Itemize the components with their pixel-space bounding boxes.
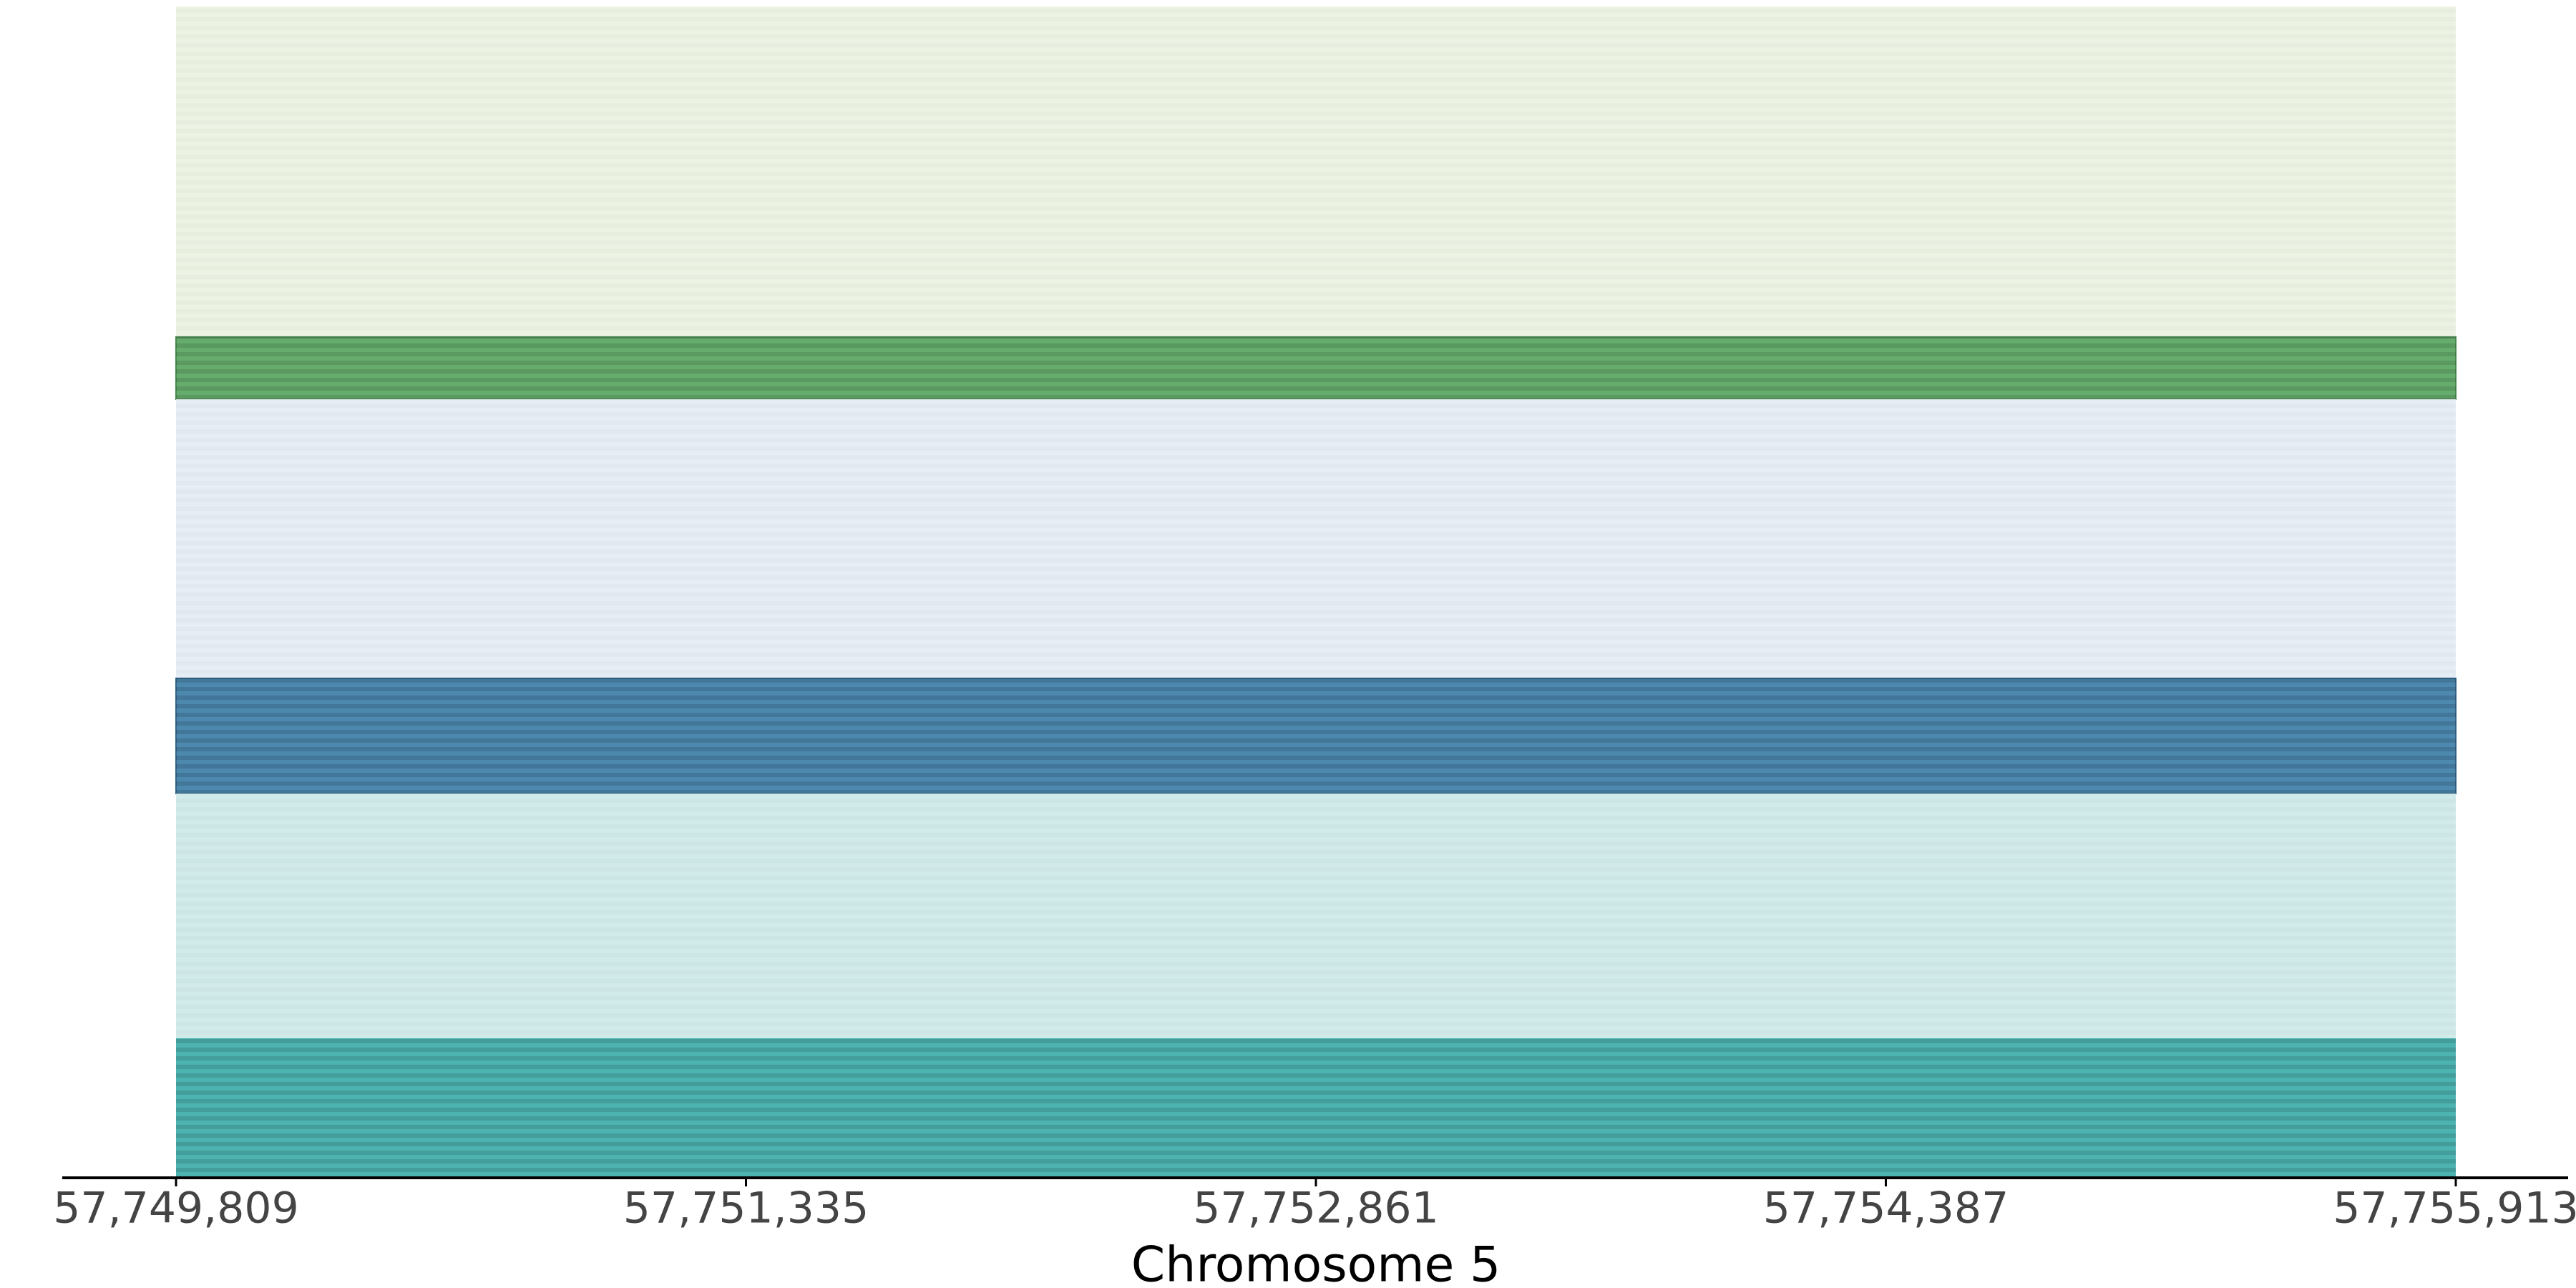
x-axis-label: Chromosome 5 xyxy=(1131,1237,1501,1288)
x-tick-label: 57,752,861 xyxy=(1193,1184,1439,1234)
texture xyxy=(176,1038,2456,1178)
x-tick-label: 57,754,387 xyxy=(1763,1184,2009,1234)
texture xyxy=(176,678,2456,794)
x-tick-label: 57,749,809 xyxy=(53,1184,299,1234)
x-tick-label: 57,751,335 xyxy=(623,1184,869,1234)
texture xyxy=(176,6,2456,1178)
tracks xyxy=(175,6,2457,1178)
texture xyxy=(176,337,2456,399)
x-tick-label: 57,755,913 xyxy=(2333,1184,2576,1234)
